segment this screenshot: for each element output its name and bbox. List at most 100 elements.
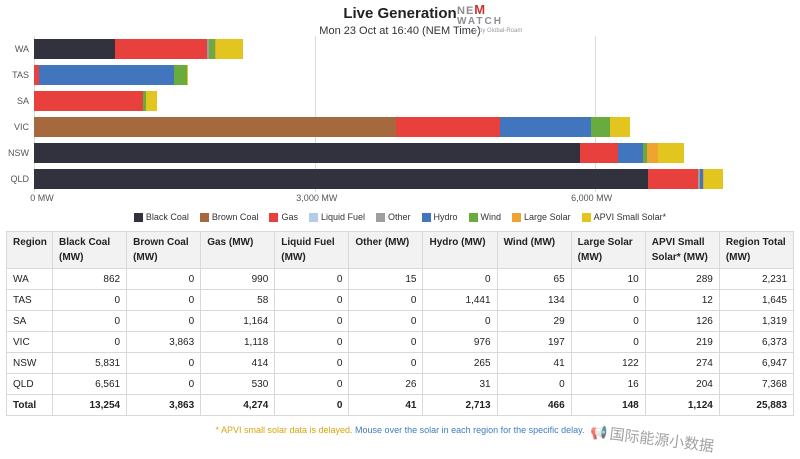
bar-segment-qld-hydro[interactable] bbox=[699, 169, 703, 189]
legend-label: Black Coal bbox=[145, 212, 189, 222]
bar-segment-qld-gas[interactable] bbox=[647, 169, 698, 189]
bar-row-qld bbox=[34, 166, 792, 192]
bar-segment-nsw-large-solar[interactable] bbox=[647, 143, 659, 163]
legend-item-black-coal[interactable]: Black Coal bbox=[133, 212, 189, 222]
bar-segment-qld-large-solar[interactable] bbox=[702, 169, 705, 189]
column-header: Region bbox=[6, 231, 53, 269]
region-label-nsw: NSW bbox=[8, 148, 29, 158]
legend-swatch bbox=[581, 212, 591, 222]
bar-segment-qld-other[interactable] bbox=[697, 169, 700, 189]
bar-segment-wa-gas[interactable] bbox=[114, 39, 208, 59]
table-row-sa: SA 0 0 1,164 0 0 0 29 0 126 1,319 bbox=[6, 310, 795, 332]
value-cell: 41 bbox=[496, 352, 572, 374]
region-label-tas: TAS bbox=[12, 70, 29, 80]
region-label-qld: QLD bbox=[10, 174, 29, 184]
legend-swatch bbox=[421, 212, 431, 222]
legend-item-hydro[interactable]: Hydro bbox=[421, 212, 458, 222]
value-cell: 3,863 bbox=[126, 394, 202, 416]
region-name-cell: VIC bbox=[6, 331, 53, 353]
value-cell: 0 bbox=[51, 310, 128, 332]
legend-item-gas[interactable]: Gas bbox=[269, 212, 298, 222]
bar-segment-wa-large-solar[interactable] bbox=[214, 39, 216, 59]
legend-item-other[interactable]: Other bbox=[376, 212, 411, 222]
bar-segment-nsw-gas[interactable] bbox=[579, 143, 619, 163]
bar-segment-qld-apvi-small-solar-[interactable] bbox=[704, 169, 724, 189]
value-cell: 12 bbox=[644, 289, 720, 311]
bar-segment-vic-apvi-small-solar-[interactable] bbox=[609, 117, 631, 137]
bar-segment-vic-gas[interactable] bbox=[395, 117, 501, 137]
value-cell: 0 bbox=[51, 289, 128, 311]
legend-item-wind[interactable]: Wind bbox=[468, 212, 502, 222]
value-cell: 0 bbox=[348, 352, 424, 374]
legend-label: Other bbox=[388, 212, 411, 222]
bar-segment-vic-wind[interactable] bbox=[591, 117, 610, 137]
bar-segment-wa-wind[interactable] bbox=[208, 39, 215, 59]
bar-segment-nsw-hydro[interactable] bbox=[618, 143, 644, 163]
bar-segment-wa-black-coal[interactable] bbox=[34, 39, 115, 59]
value-cell: 0 bbox=[274, 268, 350, 290]
bar-segment-nsw-apvi-small-solar-[interactable] bbox=[658, 143, 685, 163]
bar-segment-wa-other[interactable] bbox=[207, 39, 209, 59]
value-cell: 0 bbox=[126, 268, 202, 290]
value-cell: 1,441 bbox=[422, 289, 498, 311]
bar-segment-qld-black-coal[interactable] bbox=[34, 169, 648, 189]
legend-label: Liquid Fuel bbox=[320, 212, 365, 222]
bar-segment-nsw-wind[interactable] bbox=[643, 143, 648, 163]
region-name-cell: WA bbox=[6, 268, 53, 290]
value-cell: 29 bbox=[496, 310, 572, 332]
footnote-delay-note: * APVI small solar data is delayed. bbox=[215, 425, 353, 435]
value-cell: 4,274 bbox=[200, 394, 276, 416]
generation-chart: WA TAS SA VIC NSW QLD 0 MW 3,000 MW 6,000 MW Bl… bbox=[8, 36, 792, 222]
bar-segment-wa-apvi-small-solar-[interactable] bbox=[215, 39, 243, 59]
legend-swatch bbox=[468, 212, 478, 222]
bar-segment-vic-hydro[interactable] bbox=[500, 117, 592, 137]
bar-segment-tas-wind[interactable] bbox=[174, 65, 187, 85]
nemwatch-logo[interactable]: NEM WATCH by Global-Roam bbox=[457, 3, 522, 34]
value-cell: 13,254 bbox=[51, 394, 128, 416]
region-name-cell: SA bbox=[6, 310, 53, 332]
bar-segment-sa-gas[interactable] bbox=[34, 91, 143, 111]
legend-item-liquid-fuel[interactable]: Liquid Fuel bbox=[308, 212, 365, 222]
value-cell: 0 bbox=[274, 310, 350, 332]
value-cell: 0 bbox=[422, 268, 498, 290]
column-header: Gas (MW) bbox=[200, 231, 276, 269]
value-cell: 148 bbox=[570, 394, 646, 416]
bar-segment-vic-brown-coal[interactable] bbox=[34, 117, 396, 137]
value-cell: 1,319 bbox=[718, 310, 795, 332]
bar-row-vic bbox=[34, 114, 792, 140]
legend-swatch bbox=[269, 212, 279, 222]
legend-label: Wind bbox=[480, 212, 502, 222]
table-body: WA 862 0 990 0 15 0 65 10 289 2,231 TAS 0 0 58 0 0 1,441 1… bbox=[6, 268, 795, 416]
table-row-qld: QLD 6,561 0 530 0 26 31 0 16 204 7,368 bbox=[6, 373, 795, 395]
table-row-nsw: NSW 5,831 0 414 0 0 265 41 122 274 6,947 bbox=[6, 352, 795, 374]
value-cell: 197 bbox=[496, 331, 572, 353]
bar-segment-tas-apvi-small-solar-[interactable] bbox=[186, 65, 188, 85]
bar-segment-nsw-black-coal[interactable] bbox=[34, 143, 580, 163]
value-cell: 976 bbox=[422, 331, 498, 353]
value-cell: 10 bbox=[570, 268, 646, 290]
column-header: Brown Coal (MW) bbox=[126, 231, 202, 269]
legend-swatch bbox=[308, 212, 318, 222]
legend-label: Brown Coal bbox=[211, 212, 259, 222]
bar-row-sa bbox=[34, 88, 792, 114]
bar-row-tas bbox=[34, 62, 792, 88]
legend-item-brown-coal[interactable]: Brown Coal bbox=[199, 212, 259, 222]
value-cell: 1,118 bbox=[200, 331, 276, 353]
region-name-cell: QLD bbox=[6, 373, 53, 395]
column-header: APVI Small Solar* (MW) bbox=[644, 231, 720, 269]
logo-byline: by Global-Roam bbox=[475, 28, 522, 34]
bar-segment-tas-gas[interactable] bbox=[34, 65, 40, 85]
column-header: Wind (MW) bbox=[496, 231, 572, 269]
legend-item-large-solar[interactable]: Large Solar bbox=[512, 212, 571, 222]
legend-item-apvi-small-solar-[interactable]: APVI Small Solar* bbox=[581, 212, 667, 222]
logo-m: M bbox=[474, 2, 487, 17]
legend-label: APVI Small Solar* bbox=[593, 212, 667, 222]
column-header: Other (MW) bbox=[348, 231, 424, 269]
page-title: Live Generation bbox=[343, 5, 457, 22]
bar-segment-tas-hydro[interactable] bbox=[39, 65, 175, 85]
value-cell: 134 bbox=[496, 289, 572, 311]
bar-segment-sa-wind[interactable] bbox=[142, 91, 146, 111]
x-tick: 3,000 MW bbox=[296, 193, 338, 203]
value-cell: 26 bbox=[348, 373, 424, 395]
bar-segment-sa-apvi-small-solar-[interactable] bbox=[145, 91, 158, 111]
